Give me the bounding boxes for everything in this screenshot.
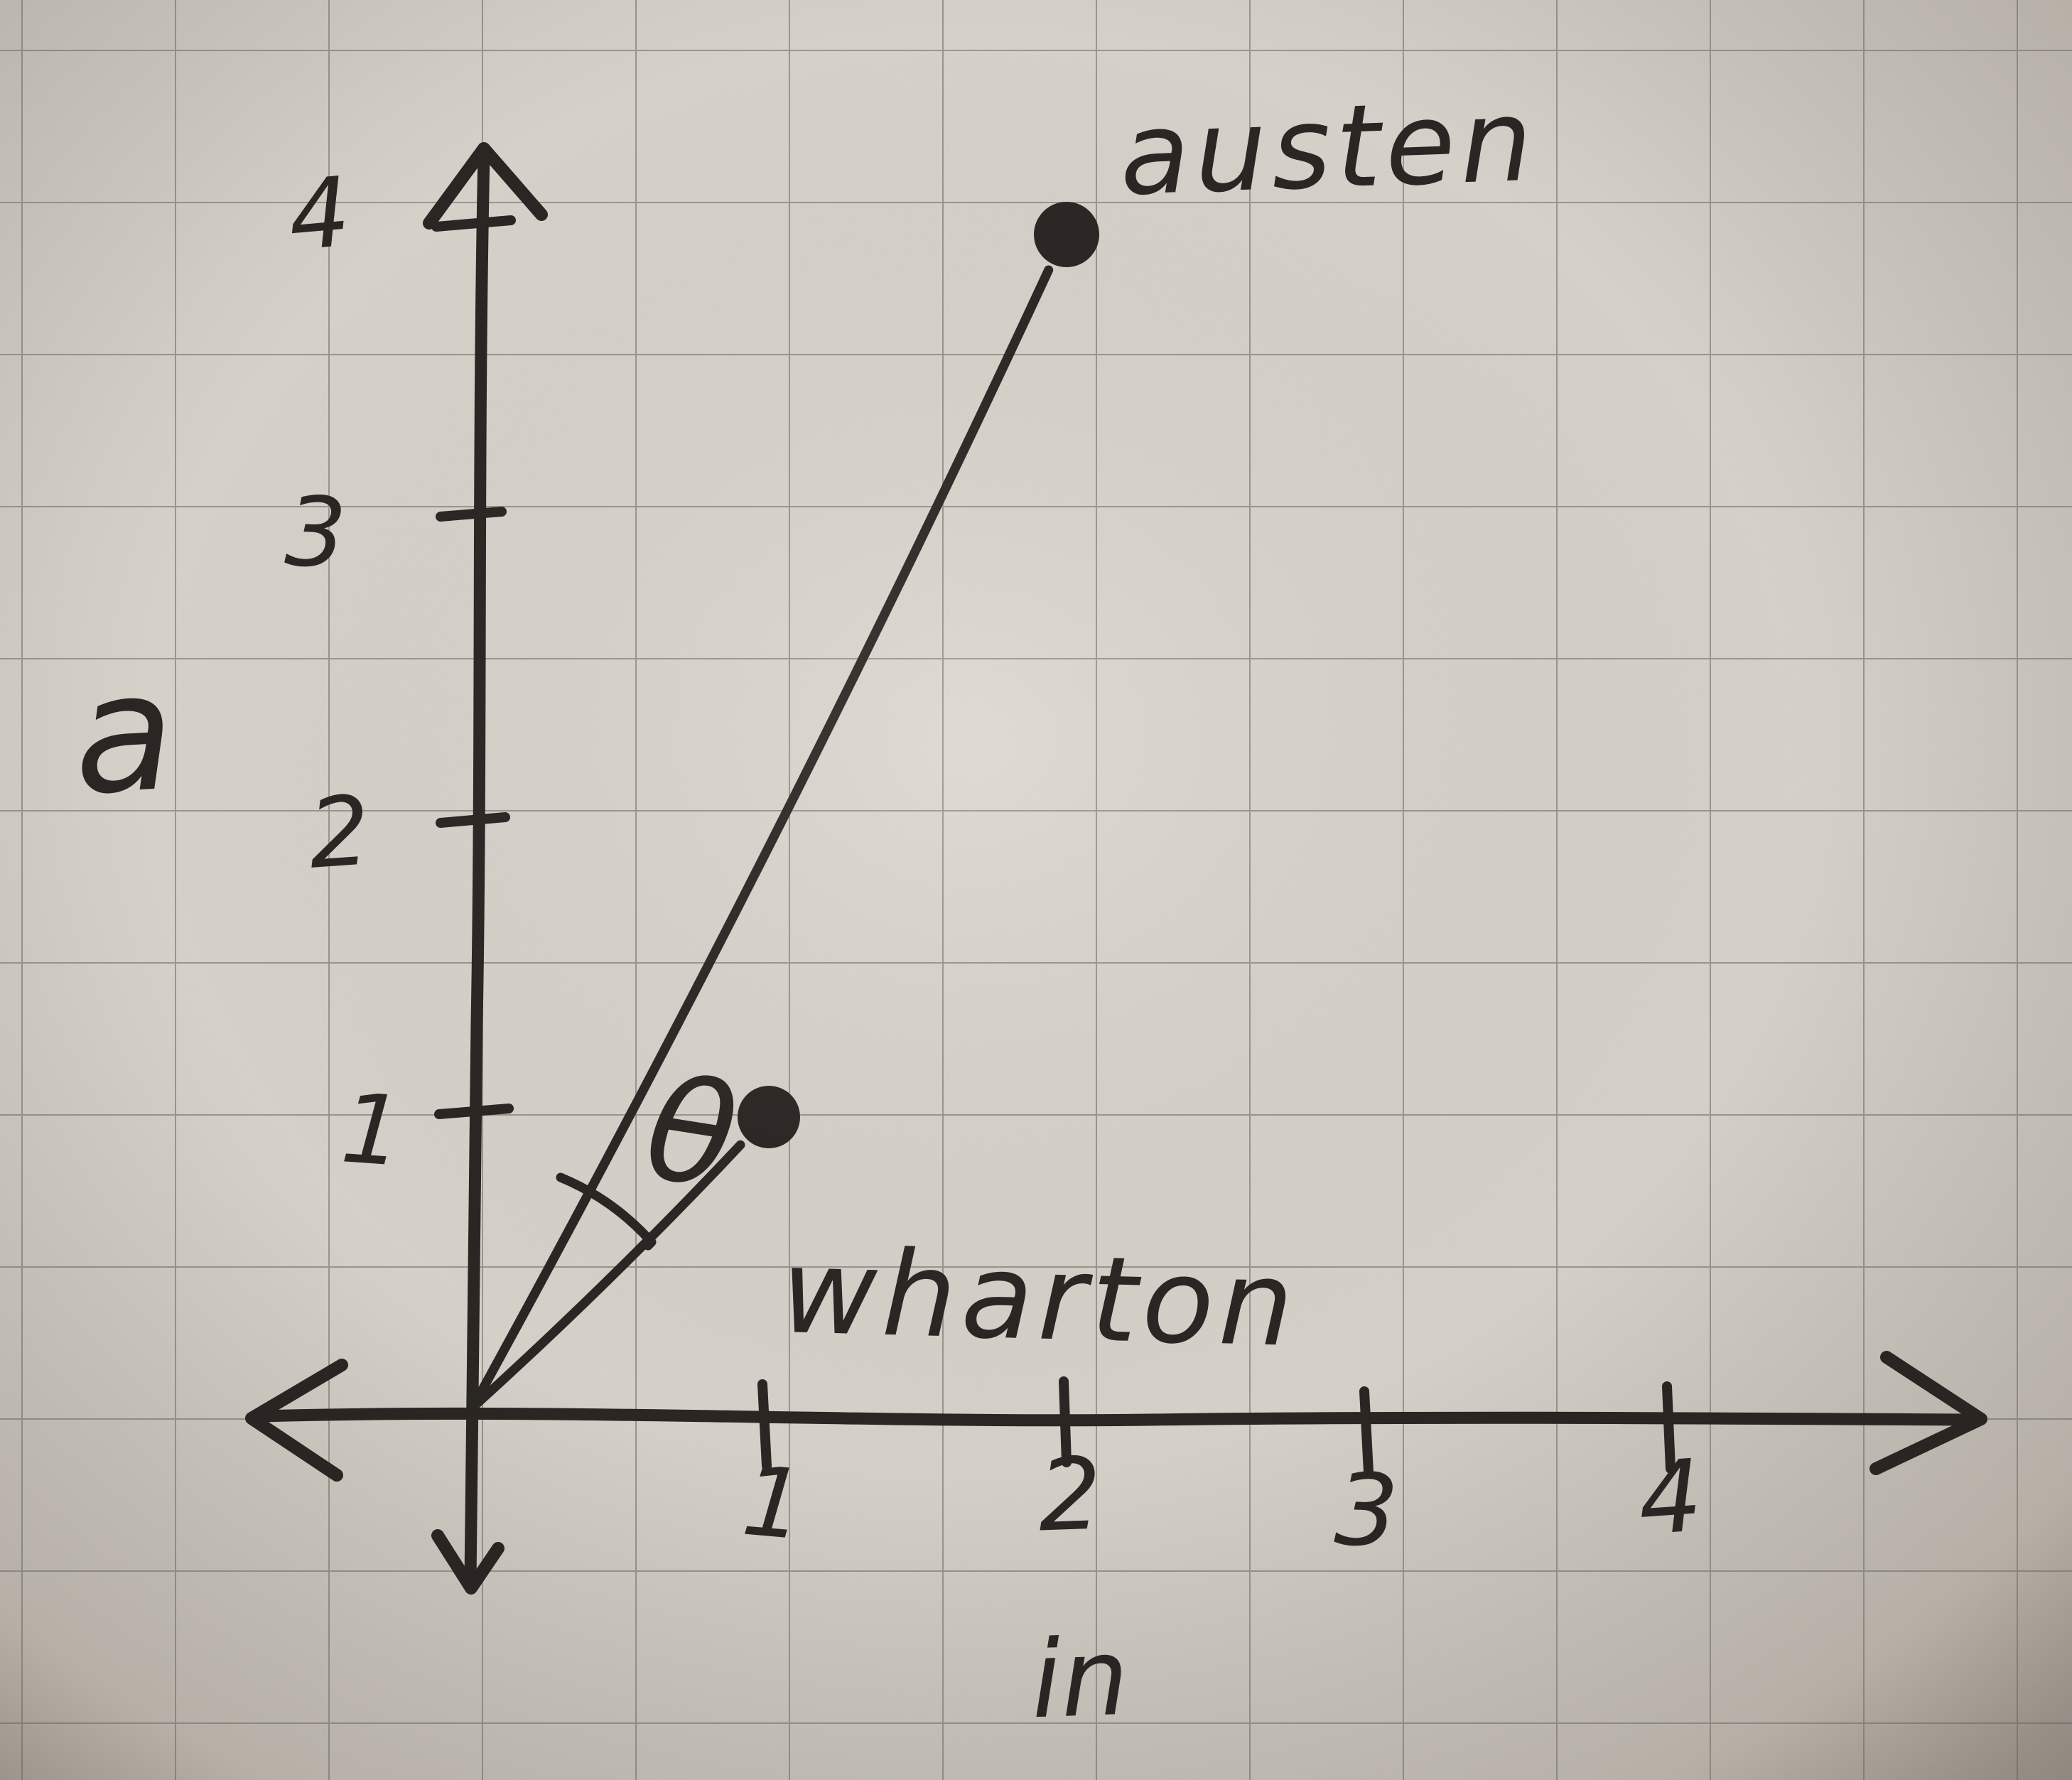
y-tick-label-3: 3 — [284, 476, 348, 590]
x-tick-label-4: 4 — [1634, 1438, 1705, 1558]
y-tick-4 — [431, 215, 516, 232]
point-label-wharton: wharton — [779, 1223, 1300, 1373]
y-tick-label-4: 4 — [284, 156, 355, 273]
y-tick-1 — [434, 1104, 514, 1119]
x-tick-label-2: 2 — [1036, 1436, 1104, 1554]
x-axis-line — [255, 1407, 1976, 1427]
y-axis-label: a — [69, 637, 179, 832]
point-austen — [1034, 202, 1099, 267]
x-tick-label-1: 1 — [738, 1445, 809, 1562]
y-tick-label-2: 2 — [305, 775, 374, 890]
x-axis-label: in — [1029, 1616, 1131, 1743]
point-wharton — [738, 1086, 800, 1148]
x-tick-label-3: 3 — [1333, 1452, 1401, 1570]
y-tick-label-1: 1 — [338, 1072, 406, 1188]
y-tick-2 — [436, 812, 510, 828]
point-label-austen: austen — [1118, 74, 1540, 221]
y-tick-3 — [436, 507, 507, 522]
